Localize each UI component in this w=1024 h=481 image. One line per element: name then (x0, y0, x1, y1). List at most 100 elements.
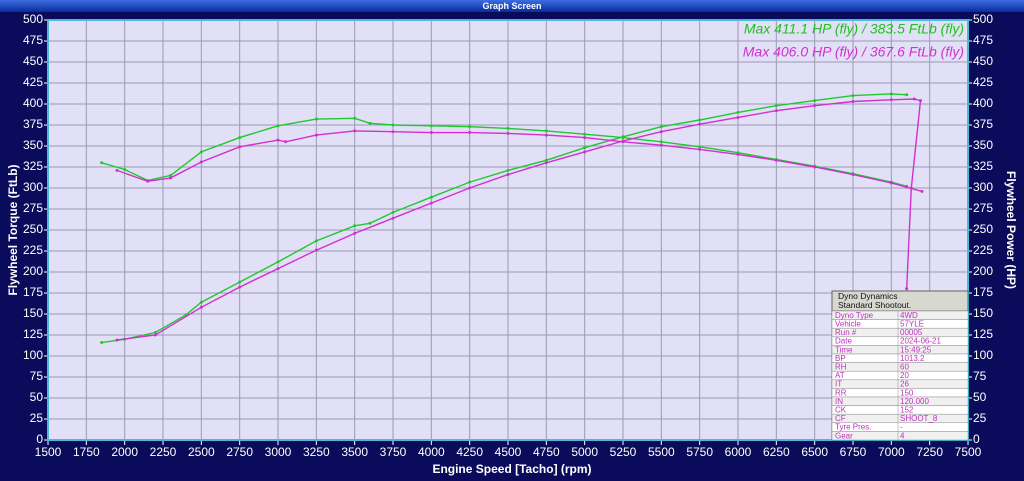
series-point (391, 210, 395, 214)
x-tick-label: 2500 (188, 445, 215, 459)
y-tick-label: 175 (23, 285, 43, 299)
y-tick-label: 0 (36, 432, 43, 446)
series-point (912, 97, 916, 101)
series-point (583, 132, 587, 136)
info-label: AT (835, 371, 845, 380)
x-tick-label: 4500 (495, 445, 522, 459)
series-point (583, 146, 587, 150)
series-point (506, 126, 510, 130)
series-point (199, 160, 203, 164)
series-point (905, 287, 909, 291)
y2-tick-label: 25 (973, 411, 987, 425)
series-point (813, 104, 817, 108)
y2-tick-label: 325 (973, 159, 993, 173)
y2-tick-label: 400 (973, 96, 993, 110)
x-tick-label: 5250 (610, 445, 637, 459)
y2-tick-label: 375 (973, 117, 993, 131)
info-label: Vehicle (835, 320, 861, 329)
series-point (238, 285, 242, 289)
series-point (889, 92, 893, 96)
info-label: Dyno Type (835, 311, 874, 320)
series-point (353, 231, 357, 235)
series-point (391, 123, 395, 127)
y-tick-label: 475 (23, 33, 43, 47)
info-label: RR (835, 388, 847, 397)
series-point (146, 179, 150, 183)
series-point (368, 121, 372, 125)
series-point (314, 117, 318, 121)
y-tick-label: 450 (23, 54, 43, 68)
y2-tick-label: 150 (973, 306, 993, 320)
annotation: Max 411.1 HP (fly) / 383.5 FtLb (fly) (744, 21, 964, 37)
series-point (813, 165, 817, 169)
info-value: 2024-06-21 (900, 337, 941, 346)
series-point (506, 168, 510, 172)
series-point (100, 341, 104, 345)
series-point (621, 135, 625, 139)
y2-tick-label: 250 (973, 222, 993, 236)
info-value: 152 (900, 406, 914, 415)
x-tick-label: 3500 (341, 445, 368, 459)
info-label: IN (835, 397, 843, 406)
y-tick-label: 300 (23, 180, 43, 194)
window-title: Graph Screen (482, 1, 541, 11)
series-point (889, 181, 893, 185)
series-point (920, 189, 924, 193)
series-point (238, 145, 242, 149)
series-point (276, 260, 280, 264)
y-tick-label: 25 (30, 411, 44, 425)
info-label: Time (835, 345, 853, 354)
y2-tick-label: 300 (973, 180, 993, 194)
series-point (284, 140, 288, 144)
series-point (698, 118, 702, 122)
info-label: CF (835, 414, 846, 423)
y-tick-label: 225 (23, 243, 43, 257)
x-tick-label: 7000 (878, 445, 905, 459)
info-value: 120.000 (900, 397, 929, 406)
y-tick-label: 250 (23, 222, 43, 236)
series-point (100, 161, 104, 165)
info-value: 1013.2 (900, 354, 925, 363)
grid (47, 19, 969, 441)
info-value: 26 (900, 380, 909, 389)
series-point (468, 131, 472, 135)
series-point (583, 136, 587, 140)
series-point (851, 99, 855, 103)
x-tick-label: 6500 (801, 445, 828, 459)
y2-tick-label: 125 (973, 327, 993, 341)
series-point (659, 143, 663, 147)
x-tick-label: 3750 (380, 445, 407, 459)
series-point (276, 138, 280, 142)
series-point (736, 152, 740, 156)
x-tick-label: 6000 (725, 445, 752, 459)
series-point (506, 131, 510, 135)
series-point (506, 173, 510, 177)
series-point (153, 333, 157, 337)
y-tick-label: 350 (23, 138, 43, 152)
x-tick-label: 4250 (456, 445, 483, 459)
info-label: Tyre Pres. (835, 423, 871, 432)
series-point (429, 195, 433, 199)
series-point (115, 338, 119, 342)
info-label: Date (835, 337, 852, 346)
x-tick-label: 1750 (73, 445, 100, 459)
y-tick-label: 75 (30, 369, 44, 383)
series-point (115, 168, 119, 172)
info-row (831, 431, 969, 441)
series-point (238, 136, 242, 140)
series-point (909, 186, 913, 190)
series-point (169, 176, 173, 180)
x-tick-label: 2250 (150, 445, 177, 459)
info-label: RH (835, 363, 847, 372)
series-point (851, 173, 855, 177)
info-value: 60 (900, 363, 909, 372)
info-value: - (900, 423, 903, 432)
series-point (276, 124, 280, 128)
title-bar (0, 0, 1024, 12)
y2-tick-label: 475 (973, 33, 993, 47)
info-label: IT (835, 380, 842, 389)
series-point (238, 280, 242, 284)
series-point (889, 98, 893, 102)
y-tick-label: 500 (23, 12, 43, 26)
x-tick-label: 6750 (840, 445, 867, 459)
